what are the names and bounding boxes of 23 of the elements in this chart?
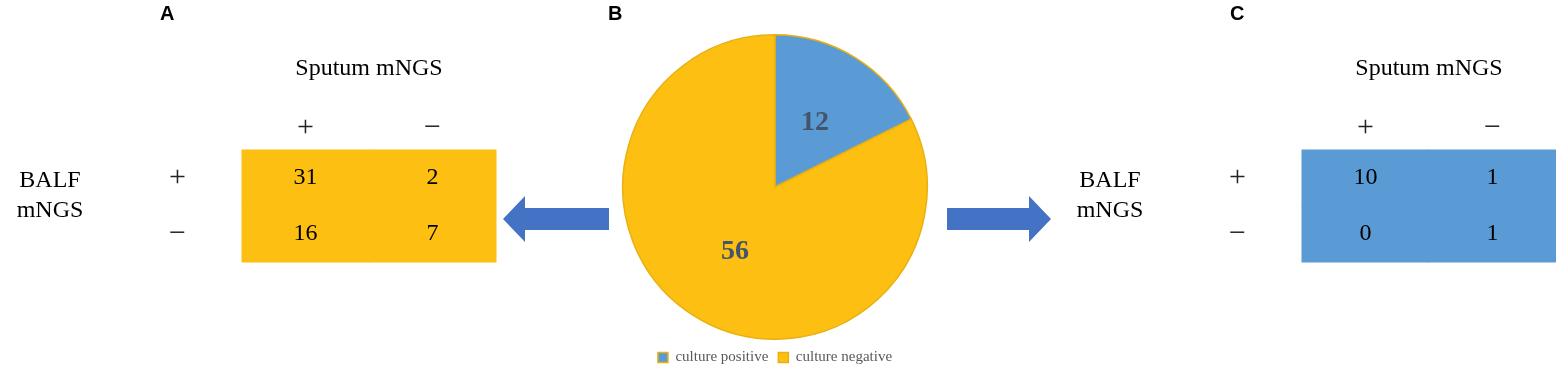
data-label: 1 [1486, 219, 1499, 246]
data-label: 31 [293, 163, 318, 190]
x-axis-title: Sputum mNGS [295, 53, 443, 80]
data-label: 7 [426, 219, 439, 246]
x-axis-title: Sputum mNGS [1355, 53, 1503, 80]
chart-title: A [160, 1, 175, 24]
data-label: 12 [801, 104, 830, 136]
x-tick-label: − [424, 108, 441, 142]
chart-title: B [608, 1, 623, 24]
data-label: 1 [1486, 163, 1499, 190]
data-label: 10 [1353, 163, 1378, 190]
legend-label: culture negative [795, 348, 893, 365]
data-label: 2 [426, 163, 439, 190]
data-label: 56 [720, 233, 749, 265]
y-axis-title: BALF mNGS [16, 166, 84, 223]
data-label: 0 [1359, 219, 1372, 246]
x-tick-label: − [1484, 108, 1501, 142]
data-label: 16 [293, 219, 318, 246]
legend-label: culture positive [675, 348, 769, 365]
chart-title: C [1230, 1, 1245, 24]
x-tick-label: + [297, 108, 314, 142]
y-axis-title: BALF mNGS [1076, 166, 1144, 223]
x-tick-label: + [1357, 108, 1374, 142]
